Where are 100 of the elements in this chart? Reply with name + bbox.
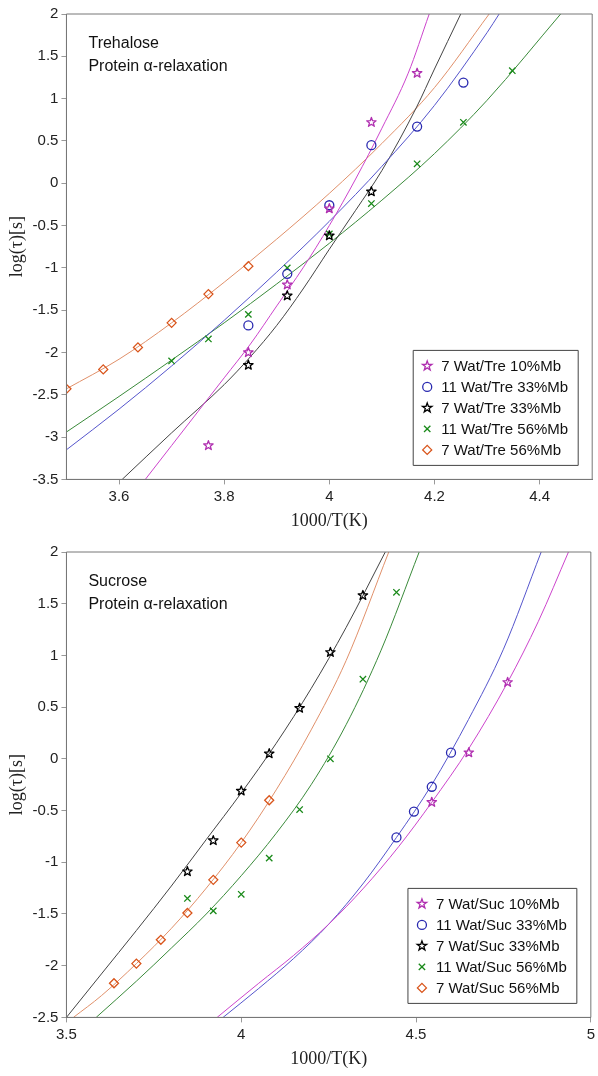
legend-label: 7 Wat/Tre 33%Mb xyxy=(441,399,561,417)
point xyxy=(243,346,254,358)
point xyxy=(508,66,517,75)
y-tick-label: -3 xyxy=(45,427,59,445)
point xyxy=(209,907,218,915)
point xyxy=(445,747,457,758)
point xyxy=(243,359,254,370)
y-tick-label: -1.5 xyxy=(32,904,59,922)
annotation: Trehalose xyxy=(88,34,160,52)
y-axis-title: log(τ)[s] xyxy=(5,216,27,278)
point xyxy=(281,279,293,290)
point xyxy=(295,805,304,814)
x-axis-title: 1000/T(K) xyxy=(290,509,368,531)
y-tick-label: 0.5 xyxy=(37,697,59,715)
y-tick-label: 0.5 xyxy=(37,131,59,149)
point xyxy=(392,588,401,597)
point xyxy=(108,978,120,989)
point xyxy=(131,958,142,969)
x-tick-label: 4.2 xyxy=(424,486,445,504)
point xyxy=(411,121,423,132)
annotation: Protein α-relaxation xyxy=(88,595,228,613)
point xyxy=(236,837,247,848)
x-tick-label: 4 xyxy=(325,486,334,504)
legend-label: 7 Wat/Tre 10%Mb xyxy=(441,357,561,375)
point xyxy=(325,646,336,657)
point xyxy=(502,676,513,687)
x-tick-label: 4 xyxy=(237,1024,246,1042)
point xyxy=(426,796,438,807)
point xyxy=(183,894,192,903)
y-tick-label: -0.5 xyxy=(32,215,59,233)
y-tick-label: -0.5 xyxy=(32,800,59,818)
point xyxy=(359,675,367,684)
x-tick-label: 3.5 xyxy=(56,1024,77,1042)
legend-label: 11 Wat/Suc 56%Mb xyxy=(435,958,567,976)
point xyxy=(263,748,275,759)
point xyxy=(459,118,468,127)
point xyxy=(167,357,176,365)
point xyxy=(264,795,275,806)
legend-label: 7 Wat/Suc 33%Mb xyxy=(435,937,560,955)
legend-label: 7 Wat/Tre 56%Mb xyxy=(441,441,561,459)
legend-label: 11 Wat/Tre 33%Mb xyxy=(441,378,569,396)
point xyxy=(207,834,219,846)
point xyxy=(98,364,109,375)
y-tick-label: -2.5 xyxy=(32,384,59,402)
point xyxy=(426,781,437,792)
point xyxy=(237,890,246,899)
x-tick-label: 5 xyxy=(586,1024,595,1042)
x-tick-label: 3.8 xyxy=(213,486,235,504)
point xyxy=(235,785,247,796)
y-tick-label: 2 xyxy=(50,4,59,22)
y-tick-label: -3.5 xyxy=(32,469,59,487)
y-axis-title: log(τ)[s] xyxy=(5,754,27,816)
annotation: Protein α-relaxation xyxy=(88,57,228,75)
y-tick-label: 0 xyxy=(50,173,59,191)
point xyxy=(391,832,402,843)
point xyxy=(166,317,177,329)
y-tick-label: 1 xyxy=(50,88,59,106)
y-tick-label: -1.5 xyxy=(32,300,59,318)
annotation: Sucrose xyxy=(88,572,148,590)
point xyxy=(283,264,292,272)
y-tick-label: 0 xyxy=(50,748,59,766)
point xyxy=(132,342,144,353)
point xyxy=(182,907,193,919)
x-axis-title: 1000/T(K) xyxy=(290,1047,368,1069)
point xyxy=(458,77,469,88)
point xyxy=(155,934,166,945)
y-tick-label: -2 xyxy=(45,342,59,360)
legend-label: 7 Wat/Suc 56%Mb xyxy=(435,979,560,997)
point xyxy=(203,288,214,300)
point xyxy=(203,439,214,451)
x-tick-label: 4.4 xyxy=(529,486,551,504)
y-tick-label: -1 xyxy=(45,852,59,870)
point xyxy=(366,116,377,127)
point xyxy=(281,290,293,301)
legend-label: 11 Wat/Suc 33%Mb xyxy=(435,916,567,934)
point xyxy=(182,865,193,877)
point xyxy=(413,159,421,168)
point xyxy=(463,747,475,758)
x-tick-label: 3.6 xyxy=(108,486,130,504)
y-tick-label: 1.5 xyxy=(37,46,59,64)
point xyxy=(204,335,213,343)
y-tick-label: 1.5 xyxy=(37,593,59,611)
point xyxy=(367,199,376,208)
point xyxy=(357,589,369,601)
point xyxy=(366,140,377,151)
legend-label: 11 Wat/Tre 56%Mb xyxy=(441,420,569,438)
y-tick-label: -2.5 xyxy=(32,1007,59,1025)
point xyxy=(326,755,335,763)
y-tick-label: -2 xyxy=(45,955,59,973)
y-tick-label: 2 xyxy=(50,542,59,560)
point xyxy=(265,854,274,862)
point xyxy=(243,261,254,272)
point xyxy=(366,186,377,197)
x-tick-label: 4.5 xyxy=(405,1024,427,1042)
y-tick-label: 1 xyxy=(50,645,59,663)
point xyxy=(411,67,423,78)
point xyxy=(208,874,219,885)
legend-label: 7 Wat/Suc 10%Mb xyxy=(435,895,560,913)
y-tick-label: -1 xyxy=(45,258,59,275)
point xyxy=(243,320,254,331)
